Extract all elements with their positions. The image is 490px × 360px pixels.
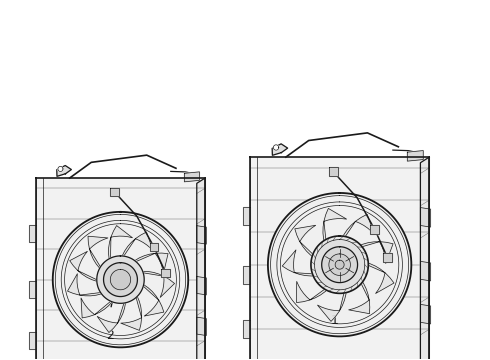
Text: 2: 2 <box>107 329 115 342</box>
Polygon shape <box>340 214 374 245</box>
Polygon shape <box>184 172 199 182</box>
Polygon shape <box>322 247 358 283</box>
Polygon shape <box>29 281 36 298</box>
Polygon shape <box>197 276 206 295</box>
Polygon shape <box>139 282 164 316</box>
Polygon shape <box>323 208 346 249</box>
Polygon shape <box>161 269 170 277</box>
Polygon shape <box>296 282 333 303</box>
Polygon shape <box>407 150 423 161</box>
Polygon shape <box>329 254 350 275</box>
Polygon shape <box>137 271 174 297</box>
Polygon shape <box>130 253 168 273</box>
Polygon shape <box>318 283 346 321</box>
Polygon shape <box>370 225 379 234</box>
Polygon shape <box>108 226 132 264</box>
Polygon shape <box>311 236 368 293</box>
Polygon shape <box>149 243 158 251</box>
Polygon shape <box>197 226 206 244</box>
Polygon shape <box>272 144 288 155</box>
Polygon shape <box>329 167 338 176</box>
Polygon shape <box>420 157 429 360</box>
Polygon shape <box>295 225 320 261</box>
Text: 1: 1 <box>331 315 339 328</box>
Polygon shape <box>29 332 36 349</box>
Polygon shape <box>420 261 431 281</box>
Polygon shape <box>273 145 279 150</box>
Polygon shape <box>58 166 63 171</box>
Polygon shape <box>383 253 392 262</box>
Polygon shape <box>103 263 137 297</box>
Polygon shape <box>121 292 142 330</box>
Polygon shape <box>359 261 394 293</box>
Polygon shape <box>70 251 102 282</box>
Polygon shape <box>110 269 131 290</box>
Polygon shape <box>420 305 431 324</box>
Polygon shape <box>110 188 119 196</box>
Polygon shape <box>97 256 144 303</box>
Polygon shape <box>335 260 344 269</box>
Polygon shape <box>97 297 126 333</box>
Polygon shape <box>349 275 370 314</box>
Polygon shape <box>57 166 72 176</box>
Polygon shape <box>268 193 411 336</box>
Polygon shape <box>197 317 206 336</box>
Polygon shape <box>315 239 365 290</box>
Polygon shape <box>121 232 153 261</box>
Polygon shape <box>282 250 322 276</box>
Polygon shape <box>68 274 106 296</box>
Polygon shape <box>352 242 393 264</box>
Polygon shape <box>243 207 250 225</box>
Polygon shape <box>243 320 250 338</box>
Polygon shape <box>420 208 431 227</box>
Polygon shape <box>250 157 429 360</box>
Polygon shape <box>53 212 188 347</box>
Polygon shape <box>243 266 250 284</box>
Polygon shape <box>88 236 108 272</box>
Polygon shape <box>197 178 205 360</box>
Polygon shape <box>36 178 205 360</box>
Polygon shape <box>29 225 36 242</box>
Polygon shape <box>81 297 115 318</box>
